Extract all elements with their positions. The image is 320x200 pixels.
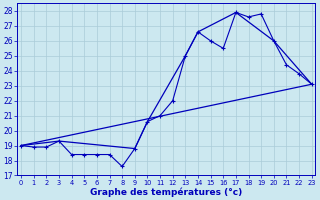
X-axis label: Graphe des températures (°c): Graphe des températures (°c) <box>90 187 243 197</box>
